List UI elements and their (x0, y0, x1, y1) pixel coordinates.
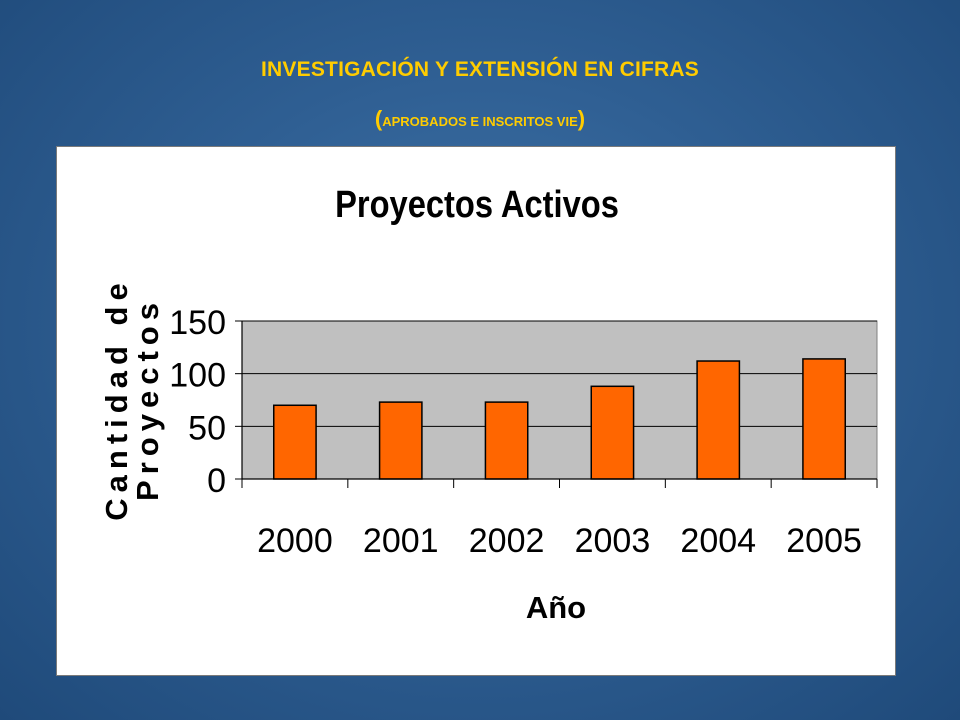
bars (273, 358, 847, 480)
x-tick-label-2004: 2004 (680, 522, 756, 560)
x-tick-label-2001: 2001 (363, 522, 439, 560)
slide-title: INVESTIGACIÓN Y EXTENSIÓN EN CIFRAS (261, 58, 699, 81)
y-axis-title-line-2: Proyectos (130, 297, 165, 501)
bar-chart: Proyectos Activos Cantidad de Proyectos … (99, 183, 878, 625)
y-axis-title-line-1: Cantidad de (99, 277, 134, 520)
bar-2000 (273, 404, 317, 480)
gridlines (242, 320, 877, 427)
slide-subtitle: (APROBADOS E INSCRITOS VIE) (0, 106, 960, 132)
subtitle-text: APROBADOS E INSCRITOS VIE (382, 114, 578, 129)
bar-2001 (378, 401, 423, 480)
bar-2003 (590, 385, 635, 480)
bar-2004 (696, 360, 741, 480)
subtitle-close-paren: ) (577, 106, 586, 131)
x-axis-title: Año (526, 590, 586, 625)
subtitle-open-paren: ( (374, 106, 383, 131)
y-tick-label: 0 (207, 462, 226, 500)
y-tick-label: 50 (188, 409, 226, 447)
chart-frame: Proyectos Activos Cantidad de Proyectos … (56, 146, 896, 676)
bar-2005 (802, 358, 847, 480)
x-tick-label-2002: 2002 (469, 522, 545, 560)
x-tick-labels: 2000 2001 2002 2003 2004 2005 (257, 522, 862, 560)
x-tick-label-2000: 2000 (257, 522, 333, 560)
plot-area (241, 320, 878, 480)
y-axis-title: Cantidad de Proyectos (99, 277, 165, 520)
y-tick-label: 150 (169, 304, 226, 342)
bar-2002 (484, 401, 529, 480)
y-tick-labels: 0 50 100 150 (169, 304, 226, 500)
y-tick-label: 100 (169, 357, 226, 395)
axes (235, 320, 878, 488)
x-tick-label-2005: 2005 (786, 522, 862, 560)
chart-title: Proyectos Activos (335, 183, 619, 226)
x-tick-label-2003: 2003 (575, 522, 651, 560)
